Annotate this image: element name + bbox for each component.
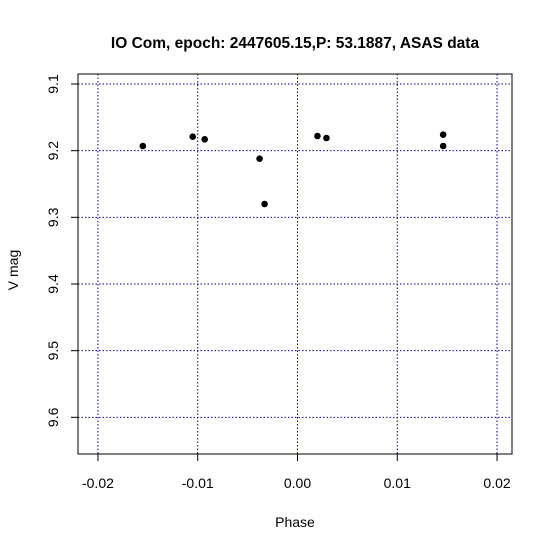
y-axis-label: V mag	[5, 250, 21, 290]
plot-frame	[77, 73, 513, 455]
data-point	[139, 142, 147, 150]
data-point	[256, 155, 263, 162]
x-tick-label: 0.02	[483, 475, 510, 491]
data-points	[139, 131, 447, 208]
x-tick-label: -0.01	[182, 475, 214, 491]
y-tick-label: 9.4	[45, 274, 61, 294]
y-tick-label: 9.5	[45, 341, 61, 361]
data-point	[323, 134, 330, 142]
data-point	[189, 133, 197, 140]
y-tick-label: 9.1	[45, 74, 61, 94]
grid-lines	[78, 74, 512, 454]
data-point	[314, 132, 321, 140]
y-tick-label: 9.6	[45, 407, 61, 427]
chart-title: IO Com, epoch: 2447605.15,P: 53.1887, AS…	[111, 35, 480, 52]
y-tick-label: 9.2	[45, 141, 61, 161]
axis-ticks: -0.02 -0.01 0.00 0.01 0.02 9.1 9.2 9.3 9.4 9.5 9.6	[45, 74, 511, 491]
data-point	[439, 142, 447, 150]
data-point	[439, 131, 447, 138]
x-tick-label: 0.00	[284, 475, 311, 491]
data-point	[201, 136, 209, 143]
x-tick-label: 0.01	[384, 475, 411, 491]
data-point	[261, 200, 268, 208]
x-tick-label: -0.02	[82, 475, 114, 491]
y-tick-label: 9.3	[45, 207, 61, 227]
x-axis-label: Phase	[275, 514, 315, 530]
